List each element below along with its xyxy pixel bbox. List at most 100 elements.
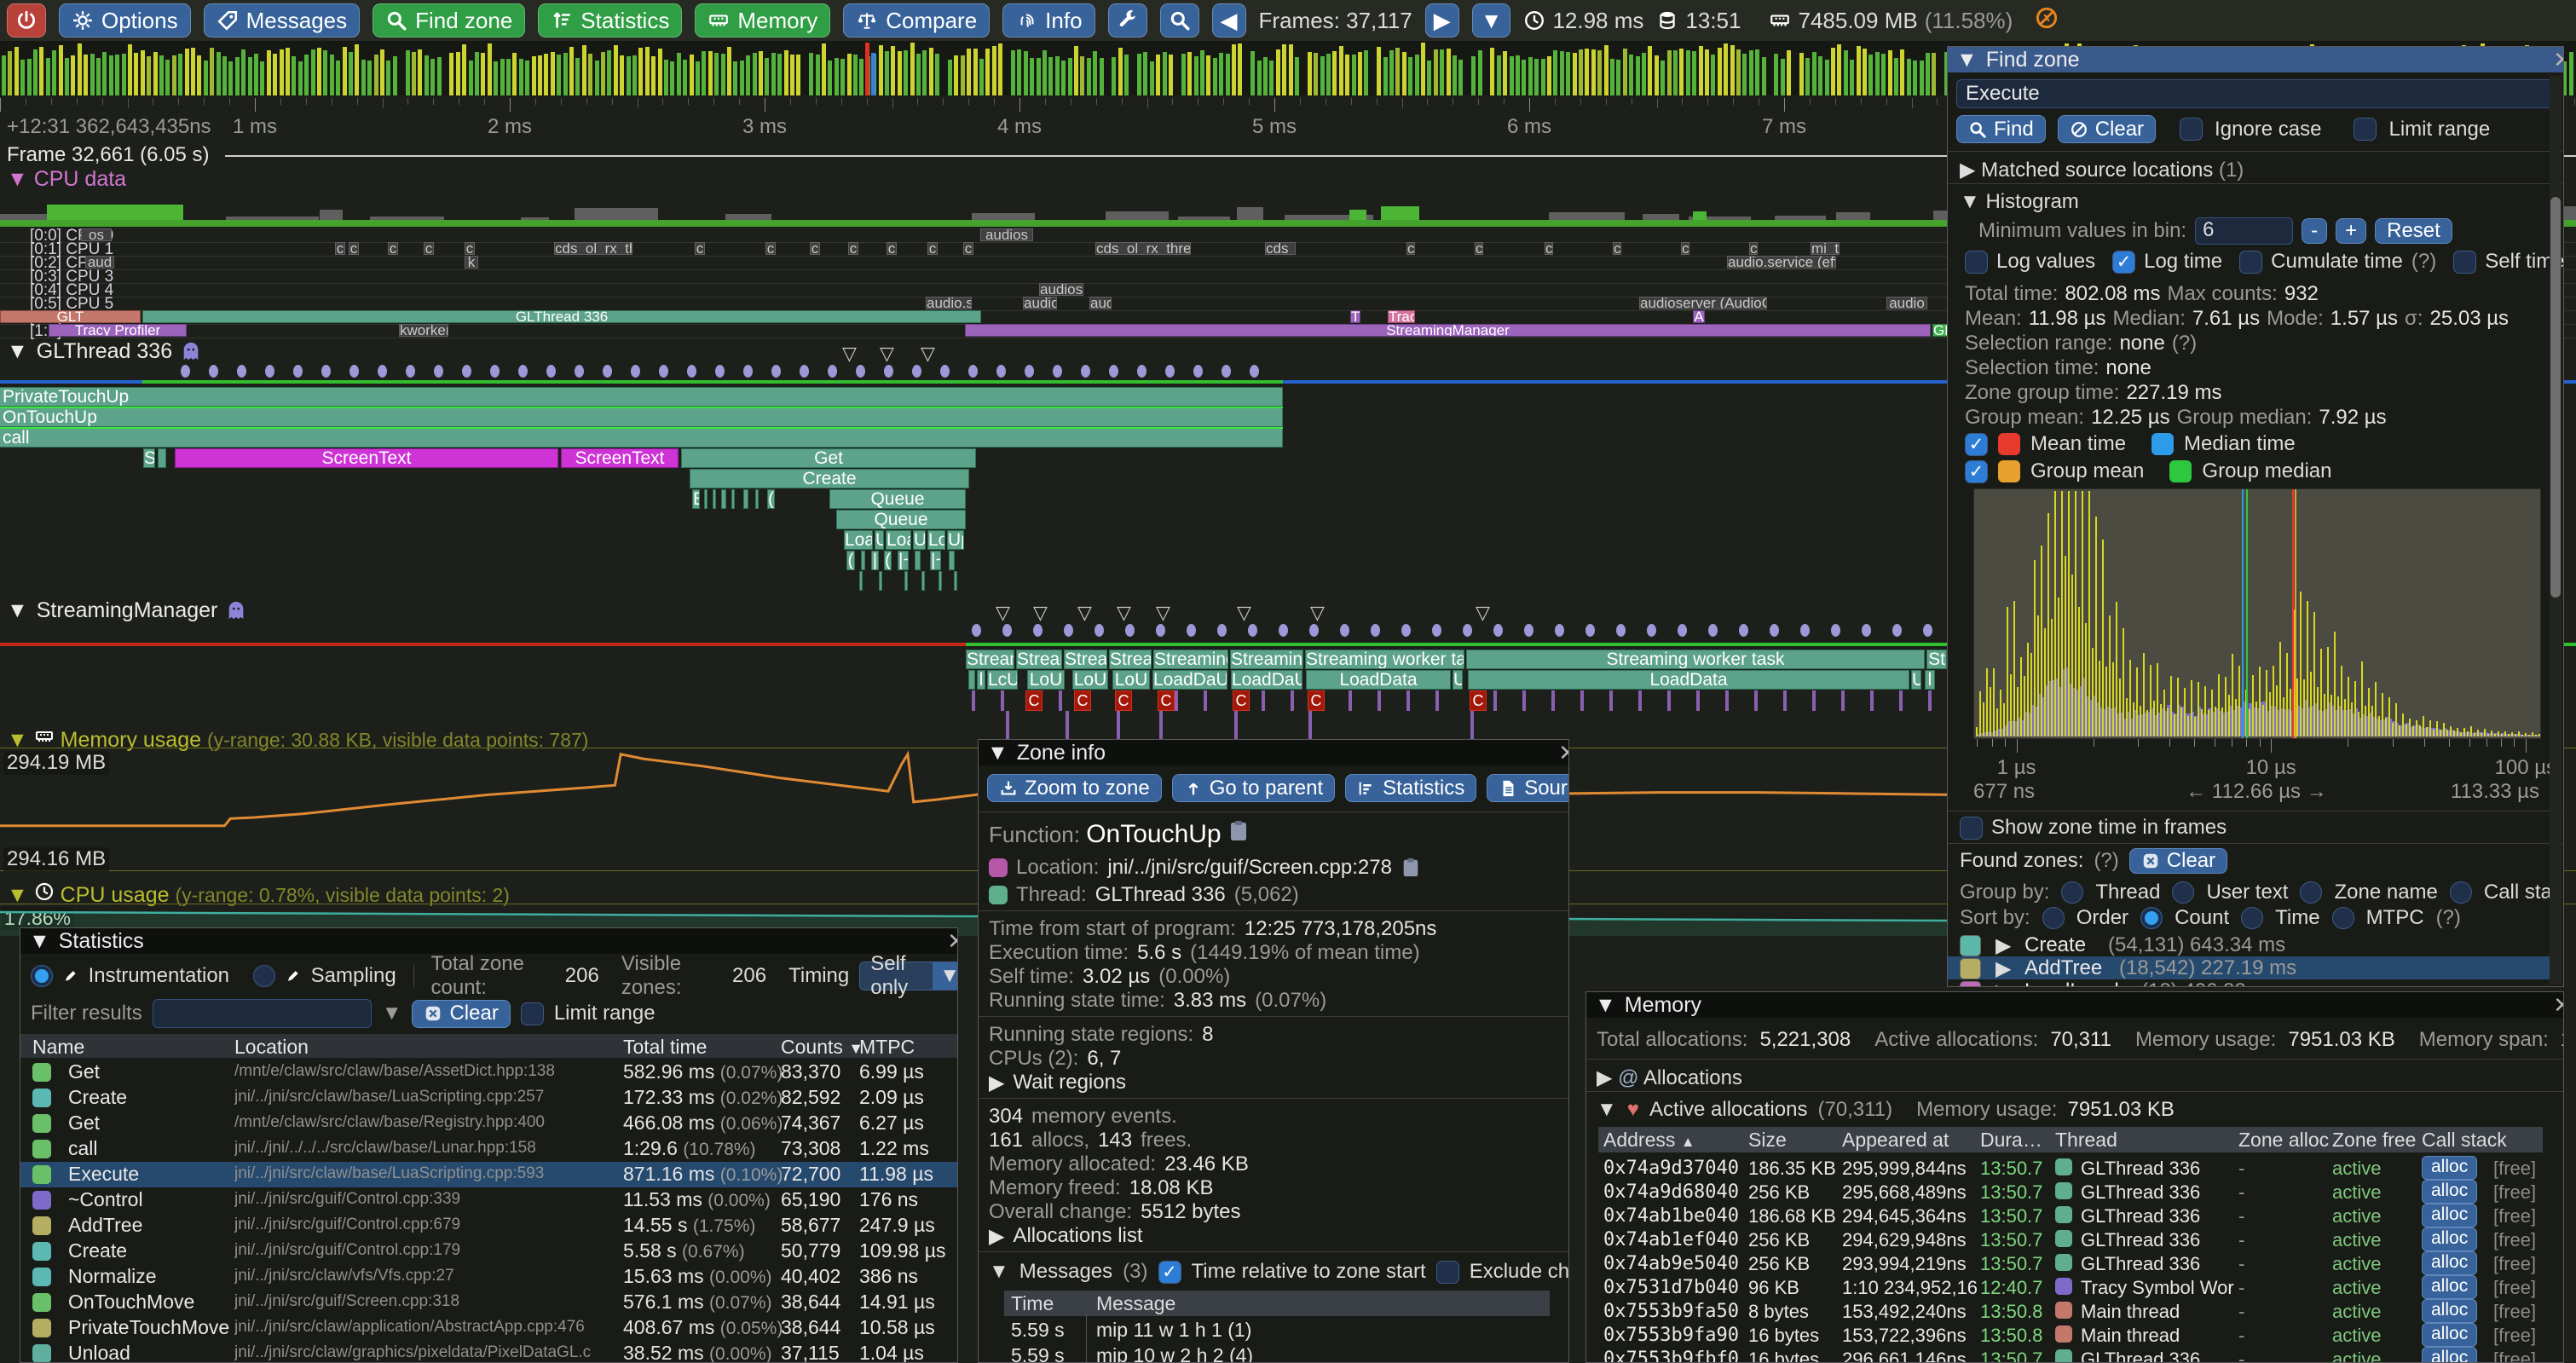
frame-bar[interactable] [506, 58, 511, 95]
power-button[interactable] [7, 3, 46, 38]
frame-bar[interactable] [840, 59, 846, 95]
frame-bar[interactable] [1654, 55, 1659, 95]
frame-bar[interactable] [809, 52, 814, 95]
cpu-zone[interactable]: audio.se [926, 297, 972, 309]
frame-bar[interactable] [222, 56, 227, 95]
cpu-zone[interactable]: c [1406, 242, 1415, 255]
zone-info-line[interactable]: ▶ Allocations list [989, 1224, 1143, 1249]
frame-bar[interactable] [241, 49, 246, 95]
frame-bar[interactable] [967, 49, 972, 95]
log-time-checkbox[interactable]: ✓ [2112, 250, 2136, 274]
frame-bar[interactable] [292, 56, 297, 95]
timeline-zone[interactable]: ScreenText [561, 448, 679, 468]
frame-bar[interactable] [1364, 50, 1369, 95]
frame-bar[interactable] [1200, 50, 1204, 95]
frame-bar[interactable] [594, 60, 599, 95]
frame-bar[interactable] [1238, 43, 1243, 95]
frame-bar[interactable] [1635, 55, 1640, 95]
frame-bar[interactable] [910, 43, 915, 95]
frame-bar[interactable] [822, 43, 826, 95]
frame-bar-selected[interactable] [871, 53, 875, 95]
message-marker-icon[interactable]: ▽ [842, 343, 857, 364]
frame-bar[interactable] [1496, 55, 1501, 95]
frame-bar[interactable] [1187, 51, 1193, 95]
cpu-zone[interactable]: audioserver (AudioOut_D) [1639, 297, 1767, 309]
frame-bar[interactable] [1093, 51, 1098, 95]
info-button[interactable]: Info [1002, 3, 1095, 38]
frame-bar[interactable] [1805, 58, 1811, 95]
frame-bar[interactable] [1622, 48, 1627, 95]
frame-bar[interactable] [1137, 53, 1141, 95]
frame-bar[interactable] [1030, 58, 1035, 95]
group-radio-user-text[interactable] [2172, 881, 2195, 904]
frame-bar[interactable] [1269, 60, 1274, 95]
sort-radio-order[interactable] [2042, 907, 2065, 929]
frame-bar[interactable] [544, 53, 549, 95]
frame-bar[interactable] [1118, 47, 1123, 95]
cpu-zone[interactable]: StreamingManager [965, 324, 1931, 337]
prev-frame-button[interactable]: ◀ [1211, 3, 1246, 38]
frame-bar[interactable] [412, 51, 416, 95]
cpu-zone[interactable]: c [424, 242, 434, 255]
frame-bar[interactable] [897, 50, 902, 95]
cpu-zone[interactable]: c [1681, 242, 1689, 255]
go-to-parent-button[interactable]: Go to parent [1171, 774, 1336, 802]
frame-bar[interactable] [1395, 48, 1401, 95]
timeline-zone[interactable]: Get [681, 448, 976, 468]
frame-bar[interactable] [65, 58, 69, 95]
clear-found-button[interactable]: Clear [2128, 848, 2228, 874]
cpu-zone[interactable]: c [388, 242, 398, 255]
timeline-zone[interactable]: PrivateTouchUp [0, 387, 1283, 407]
frame-bar[interactable] [834, 57, 839, 95]
cpu-zone[interactable]: c [1613, 242, 1621, 255]
frame-bar[interactable] [1616, 59, 1621, 95]
frame-bar[interactable] [1787, 50, 1792, 95]
frame-bar[interactable] [1256, 61, 1262, 95]
table-row[interactable]: Normalize jni/../jni/src/claw/vfs/Vfs.cpp… [20, 1264, 957, 1290]
message-marker-icon[interactable]: ▽ [996, 602, 1010, 623]
frame-bar[interactable] [1332, 50, 1337, 95]
cpu-zone[interactable]: c [1545, 242, 1553, 255]
frame-bar[interactable] [304, 55, 309, 95]
frame-bar[interactable] [1648, 45, 1653, 95]
cpu-zone[interactable]: c [810, 242, 820, 255]
frame-bar[interactable] [1673, 49, 1678, 95]
frame-bar[interactable] [52, 50, 57, 95]
frame-bar[interactable] [720, 54, 725, 95]
allocation-row[interactable]: 0x74a9d68040 256 KB 295,668,489ns 13:50.7 GL… [1598, 1180, 2553, 1204]
frame-bar[interactable] [1913, 60, 1918, 95]
column-header[interactable]: Dura… [1980, 1129, 2042, 1151]
cpu-zone[interactable]: c [1475, 242, 1483, 255]
legend-checkbox[interactable]: ✓ [1965, 432, 1988, 456]
frame-bar[interactable] [1887, 50, 1892, 95]
options-button[interactable]: Options [59, 3, 191, 38]
frame-bar[interactable] [1711, 54, 1716, 95]
cpu-zone[interactable]: c [848, 242, 858, 255]
frame-bar[interactable] [1591, 49, 1596, 95]
frame-bar[interactable] [462, 43, 467, 95]
timeline-zone[interactable]: l [977, 670, 985, 690]
frame-bar[interactable] [557, 55, 562, 95]
frame-bar[interactable] [853, 54, 858, 95]
frame-bar[interactable] [1881, 54, 1886, 95]
instrumentation-radio[interactable] [31, 965, 53, 987]
crash-zone[interactable]: C [1074, 690, 1091, 711]
frame-bar[interactable] [1509, 55, 1514, 95]
frame-bar[interactable] [1642, 53, 1646, 95]
frame-bar[interactable] [336, 60, 341, 95]
frame-bar[interactable] [260, 61, 265, 95]
frame-bar[interactable] [569, 47, 574, 95]
alloc-callstack-button[interactable]: alloc [2422, 1227, 2478, 1251]
frame-bar[interactable] [1080, 55, 1085, 95]
frame-bar[interactable] [607, 50, 612, 95]
frame-bar[interactable] [1440, 49, 1445, 95]
frame-bar[interactable] [1610, 59, 1614, 95]
timeline-zone[interactable]: Strea [1109, 650, 1152, 669]
frame-bar[interactable] [1320, 56, 1325, 95]
frame-bar[interactable] [613, 44, 618, 95]
frame-bar[interactable] [1585, 49, 1590, 95]
frame-bar[interactable] [1067, 58, 1072, 95]
frame-bar[interactable] [1692, 50, 1697, 95]
sort-radio-count[interactable] [2140, 907, 2163, 929]
frame-bar[interactable] [1932, 53, 1937, 95]
